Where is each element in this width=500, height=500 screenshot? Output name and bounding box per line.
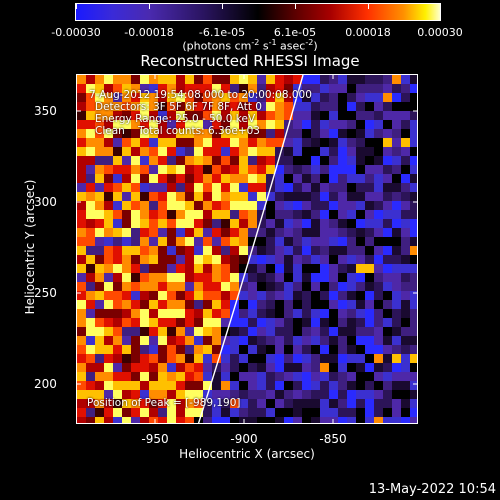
detectors-text: Detectors: 3F 5F 6F 7F 8F, Att 0 <box>95 101 262 113</box>
colorbar-tick-label: 0.00030 <box>417 26 463 39</box>
x-axis-label: Heliocentric X (arcsec) <box>179 447 315 461</box>
solar-limb-line <box>197 75 304 423</box>
y-tick-label: 300 <box>34 195 57 209</box>
y-axis-label: Heliocentric Y (arcsec) <box>23 179 37 315</box>
x-tick-label: -850 <box>319 432 347 446</box>
y-tick-label: 250 <box>34 286 57 300</box>
colorbar-tick-label: 6.1e-05 <box>273 26 317 39</box>
plot-title: Reconstructed RHESSI Image <box>140 52 360 70</box>
x-tick-label: -950 <box>141 432 169 446</box>
time-range-text: 7-Aug-2012 19:54:08.000 to 20:00:08.000 <box>89 89 312 101</box>
peak-position-text: Position of Peak = [-989,190] <box>87 397 241 409</box>
y-tick-label: 350 <box>34 104 57 118</box>
date-stamp: 13-May-2022 10:54 <box>368 482 496 497</box>
colorbar-units: (photons cm-2 s-1 asec-2) <box>182 38 318 53</box>
colorbar-tick-label: -0.00018 <box>124 26 174 39</box>
x-tick-label: -900 <box>230 432 258 446</box>
rhessi-image-plot: 7-Aug-2012 19:54:08.000 to 20:00:08.000 … <box>76 74 418 424</box>
y-tick-label: 200 <box>34 377 57 391</box>
counts-text: Clean Total counts: 6.36e+03 <box>95 125 260 137</box>
colorbar-tick-label: -0.00030 <box>51 26 101 39</box>
colorbar-tick-label: -6.1e-05 <box>198 26 246 39</box>
energy-range-text: Energy Range: 25.0 - 50.0 keV <box>95 113 256 125</box>
heatmap-image <box>77 75 417 423</box>
colorbar-tick-label: 0.00018 <box>345 26 391 39</box>
colorbar <box>75 3 441 21</box>
